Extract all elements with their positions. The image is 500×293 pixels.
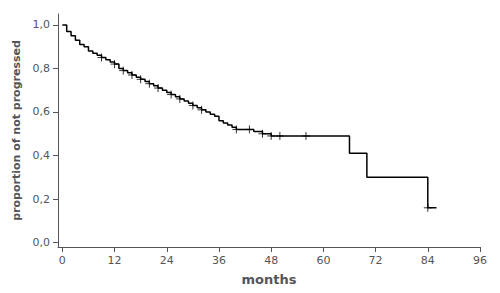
svg-text:1,0: 1,0 [33,18,51,31]
svg-text:96: 96 [473,254,487,267]
svg-text:0,8: 0,8 [33,62,51,75]
svg-text:0,6: 0,6 [33,105,51,118]
svg-text:0,4: 0,4 [33,149,51,162]
svg-text:12: 12 [108,254,122,267]
svg-text:48: 48 [264,254,278,267]
svg-text:60: 60 [316,254,330,267]
svg-text:0,2: 0,2 [33,193,51,206]
svg-text:months: months [242,272,297,287]
svg-text:0,0: 0,0 [33,236,51,249]
svg-text:84: 84 [421,254,435,267]
svg-text:72: 72 [369,254,383,267]
svg-text:36: 36 [212,254,226,267]
svg-text:0: 0 [59,254,66,267]
svg-text:proportion of not progressed: proportion of not progressed [10,40,23,221]
svg-text:24: 24 [160,254,174,267]
